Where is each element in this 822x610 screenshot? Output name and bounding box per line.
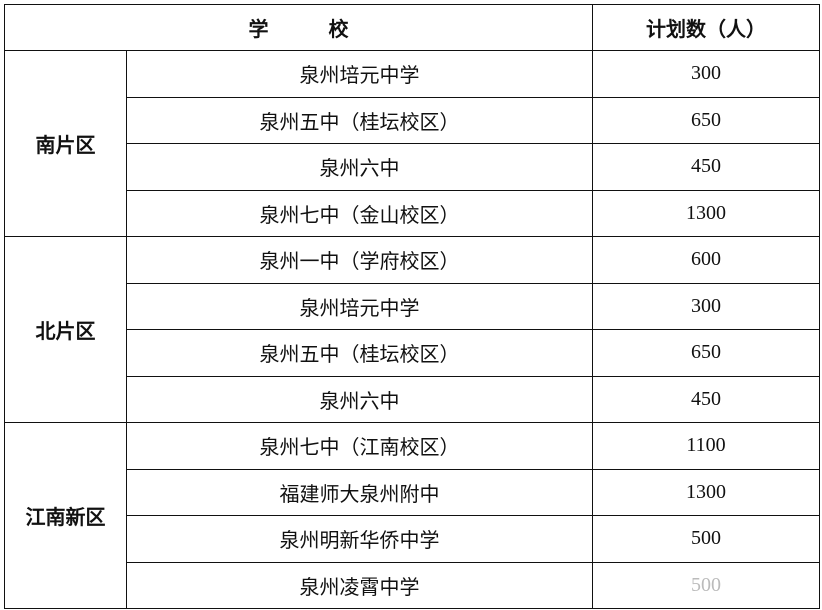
school-cell: 泉州培元中学 (126, 282, 593, 330)
header-row: 学 校 计划数（人） (4, 4, 820, 51)
table-row: 泉州培元中学 300 (5, 282, 820, 330)
school-cell: 泉州六中 (126, 143, 593, 191)
school-cell: 泉州五中（桂坛校区） (126, 329, 593, 377)
table-row: 泉州五中（桂坛校区） 650 (5, 96, 820, 144)
region-cell: 北片区 (4, 236, 127, 423)
school-cell: 泉州一中（学府校区） (126, 236, 593, 284)
school-cell: 泉州凌霄中学 (126, 561, 593, 609)
school-cell: 泉州七中（江南校区） (126, 422, 593, 470)
count-cell: 450 (592, 143, 820, 191)
count-cell: 1300 (592, 189, 820, 237)
school-cell: 泉州七中（金山校区） (126, 189, 593, 237)
count-cell: 600 (592, 236, 820, 284)
school-cell: 泉州明新华侨中学 (126, 515, 593, 563)
region-cell: 江南新区 (4, 422, 127, 609)
school-cell: 泉州五中（桂坛校区） (126, 96, 593, 144)
school-header: 学 校 (4, 4, 593, 51)
count-cell: 300 (592, 282, 820, 330)
count-cell: 1100 (592, 422, 820, 470)
table-row: 泉州五中（桂坛校区） 650 (5, 329, 820, 377)
table-row: 泉州七中（金山校区） 1300 (5, 189, 820, 237)
table-row: 江南新区 泉州七中（江南校区） 1100 (4, 422, 820, 609)
count-cell: 300 (592, 50, 820, 98)
count-cell: 450 (592, 375, 820, 423)
count-cell: 500 (592, 515, 820, 563)
count-cell: 1300 (592, 468, 820, 516)
count-cell: 650 (592, 329, 820, 377)
table-row: 泉州六中 450 (5, 143, 820, 191)
table-row: 泉州六中 450 (5, 375, 820, 423)
table-row: 泉州明新华侨中学 500 (5, 515, 820, 563)
table-row: 福建师大泉州附中 1300 (5, 468, 820, 516)
plan-header: 计划数（人） (592, 4, 820, 51)
school-cell: 泉州六中 (126, 375, 593, 423)
count-cell: 650 (592, 96, 820, 144)
region-cell: 南片区 (4, 50, 127, 237)
school-cell: 泉州培元中学 (126, 50, 593, 98)
enrollment-plan-table: 学 校 计划数（人） 南片区 泉州培元中学 300 泉州五中（桂坛校区） 650 泉州六中… (4, 4, 820, 609)
table-row: 北片区 泉州一中（学府校区） 600 (4, 236, 820, 423)
table-row: 泉州凌霄中学 500 (5, 561, 820, 609)
table-row: 南片区 泉州培元中学 300 (4, 50, 820, 237)
school-cell: 福建师大泉州附中 (126, 468, 593, 516)
count-cell: 500 (592, 561, 820, 609)
